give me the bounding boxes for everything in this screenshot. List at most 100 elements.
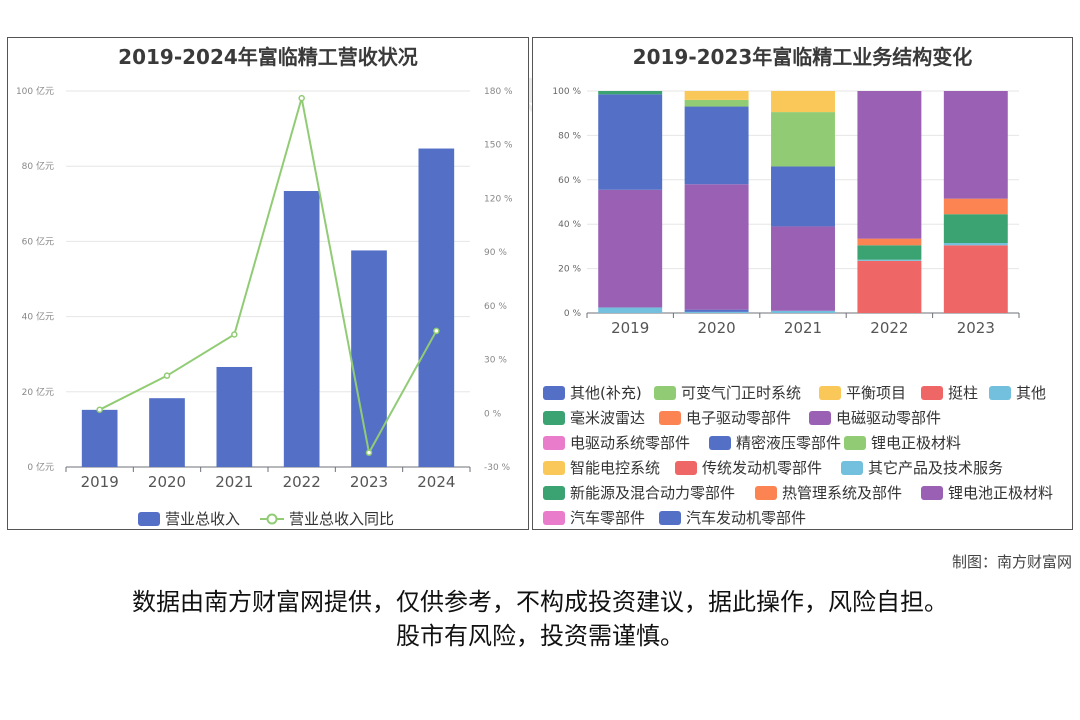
- legend-item-revenue-yoy[interactable]: 营业总收入同比: [260, 508, 394, 529]
- legend-label: 锂电池正极材料: [948, 484, 1054, 502]
- legend-item[interactable]: 精密液压零部件: [709, 432, 841, 453]
- legend-item[interactable]: 挺柱: [921, 382, 978, 403]
- legend-item[interactable]: 新能源及混合动力零部件: [543, 482, 735, 503]
- revenue-yoy-point: [96, 406, 103, 413]
- legend-label: 其它产品及技术服务: [868, 459, 1004, 477]
- legend-item[interactable]: 毫米波雷达: [543, 407, 645, 428]
- y-right-tick-label: 60 %: [484, 302, 507, 312]
- legend-item[interactable]: 电磁驱动零部件: [809, 407, 941, 428]
- legend-item[interactable]: 锂电正极材料: [844, 432, 961, 453]
- legend-item[interactable]: 汽车发动机零部件: [659, 507, 806, 528]
- legend-swatch: [989, 385, 1011, 400]
- stacked-bar-segment: [684, 311, 749, 313]
- stacked-bar-segment: [857, 238, 922, 246]
- legend-label: 智能电控系统: [570, 459, 661, 477]
- revenue-bar: [216, 366, 253, 467]
- stacked-bar-segment: [598, 189, 663, 308]
- legend-swatch-bar: [138, 511, 160, 526]
- stacked-bar-segment: [598, 94, 663, 190]
- x-tick-label: 2022: [283, 473, 321, 491]
- legend-item[interactable]: 热管理系统及部件: [755, 482, 902, 503]
- legend-label: 新能源及混合动力零部件: [570, 484, 736, 502]
- legend-label: 精密液压零部件: [736, 434, 842, 452]
- stacked-bar-segment: [684, 99, 749, 107]
- x-tick-label: 2021: [215, 473, 253, 491]
- y-right-tick-label: 90 %: [484, 248, 507, 258]
- legend-label: 毫米波雷达: [570, 409, 646, 427]
- y-left-tick-label: 100 亿元: [16, 85, 54, 97]
- legend-swatch: [675, 460, 697, 475]
- y-left-tick-label: 40 亿元: [22, 311, 54, 323]
- y-tick-label: 80 %: [558, 131, 581, 141]
- legend-swatch: [809, 410, 831, 425]
- revenue-yoy-line: [99, 97, 438, 456]
- legend-label: 可变气门正时系统: [681, 384, 802, 402]
- y-right-tick-label: 150 %: [484, 141, 513, 151]
- legend-label: 汽车发动机零部件: [686, 509, 807, 527]
- legend-label: 锂电正极材料: [871, 434, 962, 452]
- legend-item[interactable]: 汽车零部件: [543, 507, 645, 528]
- stacked-bar-segment: [857, 260, 922, 313]
- disclaimer-line-2: 股市有风险，投资需谨慎。: [396, 622, 684, 650]
- chart-credit: 制图：南方财富网: [951, 553, 1072, 571]
- legend-swatch: [543, 385, 565, 400]
- stacked-bar-segment: [771, 226, 835, 311]
- stacked-bar-segment: [857, 91, 922, 239]
- legend-item[interactable]: 其它产品及技术服务: [841, 457, 1003, 478]
- y-left-tick-label: 80 亿元: [22, 160, 54, 172]
- revenue-bar: [81, 409, 118, 467]
- legend-swatch: [543, 510, 565, 525]
- business-structure-panel: 2019-2023年富临精工业务结构变化 0 % 20 % 40 % 60 % 80 %…: [532, 37, 1073, 530]
- legend-label: 热管理系统及部件: [782, 484, 903, 502]
- stacked-bar-segment: [684, 106, 749, 185]
- legend-label: 汽车零部件: [570, 509, 646, 527]
- y-right-tick-label: 120 %: [484, 194, 513, 204]
- business-structure-title: 2019-2023年富临精工业务结构变化: [632, 45, 973, 69]
- stacked-bar-segment: [943, 243, 1008, 246]
- revenue-bar: [351, 250, 387, 467]
- stacked-bar-segment: [771, 310, 835, 313]
- stacked-bar-segment: [598, 307, 663, 313]
- legend-swatch: [543, 410, 565, 425]
- legend-item[interactable]: 传统发动机零部件: [675, 457, 822, 478]
- legend-item[interactable]: 智能电控系统: [543, 457, 660, 478]
- legend-swatch: [709, 435, 731, 450]
- legend-swatch: [654, 385, 676, 400]
- legend-item[interactable]: 电子驱动零部件: [659, 407, 791, 428]
- y-right-tick-label: -30 %: [484, 463, 511, 473]
- legend-label: 平衡项目: [846, 384, 907, 402]
- legend-swatch: [755, 485, 777, 500]
- x-tick-label: 2023: [350, 473, 388, 491]
- legend-swatch: [921, 385, 943, 400]
- x-tick-label: 2022: [870, 319, 908, 337]
- revenue-chart-title: 2019-2024年富临精工营收状况: [118, 45, 418, 69]
- legend-label-revenue-yoy: 营业总收入同比: [289, 510, 395, 528]
- legend-item[interactable]: 平衡项目: [819, 382, 906, 403]
- legend-item[interactable]: 其他(补充): [543, 382, 642, 403]
- legend-item-revenue[interactable]: 营业总收入: [138, 508, 240, 529]
- legend-label: 传统发动机零部件: [702, 459, 823, 477]
- x-tick-label: 2019: [81, 473, 119, 491]
- x-tick-label: 2020: [698, 319, 736, 337]
- revenue-yoy-point: [298, 94, 305, 102]
- stacked-bar-segment: [857, 259, 922, 261]
- stacked-bar-segment: [943, 214, 1008, 244]
- legend-label: 其他(补充): [570, 384, 642, 402]
- stacked-bar-segment: [684, 309, 749, 312]
- revenue-yoy-point: [231, 331, 238, 338]
- legend-swatch: [659, 510, 681, 525]
- y-tick-label: 40 %: [558, 220, 581, 230]
- revenue-yoy-point: [433, 327, 440, 335]
- legend-item[interactable]: 锂电池正极材料: [921, 482, 1053, 503]
- legend-label: 电驱动系统零部件: [570, 434, 691, 452]
- legend-item[interactable]: 电驱动系统零部件: [543, 432, 690, 453]
- x-tick-label: 2020: [148, 473, 186, 491]
- stacked-bar-segment: [943, 198, 1008, 215]
- legend-item[interactable]: 可变气门正时系统: [654, 382, 801, 403]
- y-right-tick-label: 180 %: [484, 87, 513, 97]
- stacked-bar-segment: [684, 184, 749, 310]
- legend-item[interactable]: 其他: [989, 382, 1046, 403]
- legend-swatch-line: [260, 513, 284, 524]
- y-right-tick-label: 0 %: [484, 409, 502, 419]
- legend-label: 电磁驱动零部件: [836, 409, 942, 427]
